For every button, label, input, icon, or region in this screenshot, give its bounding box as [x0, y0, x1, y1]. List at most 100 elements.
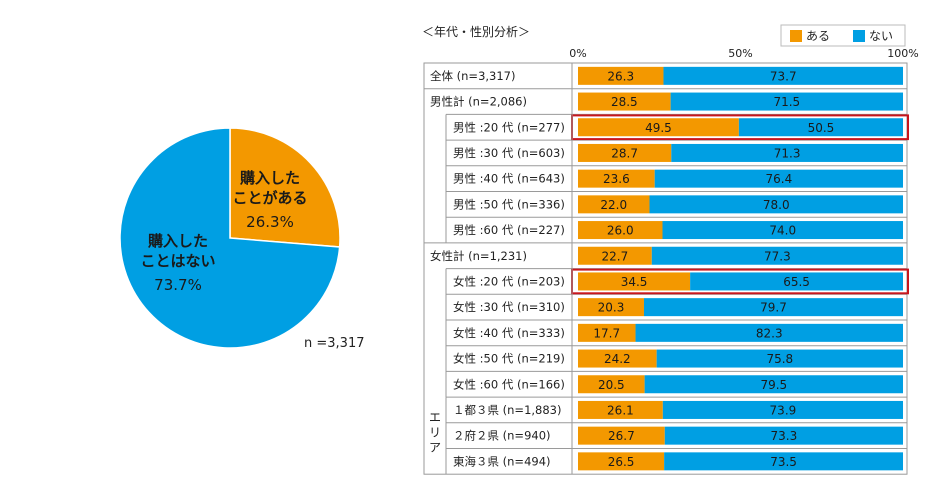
bar-value-nai: 71.3 [774, 146, 801, 160]
bar-nai [664, 426, 903, 445]
bar-value-aru: 24.2 [604, 352, 631, 366]
row-label: 女性 :60 代 (n=166) [453, 377, 565, 391]
legend: ある ない [780, 24, 906, 47]
bar-value-aru: 23.6 [603, 172, 630, 186]
bar-aru [578, 221, 663, 240]
pie-n-label: n =3,317 [304, 336, 364, 351]
bar-value-nai: 82.3 [756, 326, 783, 340]
row-label: 男性 :40 代 (n=643) [453, 172, 565, 186]
bar-nai [662, 400, 903, 419]
bar-value-nai: 73.5 [770, 455, 797, 469]
bar-value-nai: 71.5 [773, 95, 800, 109]
bar-value-aru: 22.0 [600, 198, 627, 212]
bar-nai [663, 66, 903, 85]
row-label: 全体 (n=3,317) [430, 69, 515, 83]
row-label: 女性 :20 代 (n=203) [453, 274, 565, 288]
bar-value-nai: 73.9 [770, 403, 797, 417]
bar-aru [578, 92, 671, 111]
bar-value-nai: 77.3 [764, 249, 791, 263]
bar-aru [578, 426, 665, 445]
bar-value-aru: 20.3 [598, 301, 625, 315]
row-label: 男性計 (n=2,086) [430, 95, 527, 109]
row-label: 東海３県 (n=494) [453, 454, 551, 468]
legend-box [780, 24, 906, 47]
bar-value-nai: 79.7 [760, 301, 787, 315]
bar-value-aru: 28.5 [611, 95, 638, 109]
pie-label-aru-line2: ことがある [232, 189, 307, 207]
bar-aru [578, 375, 645, 394]
bar-value-aru: 28.7 [611, 146, 638, 160]
bar-nai [644, 375, 903, 394]
pie-value-nai: 73.7% [154, 276, 202, 294]
bar-nai [651, 246, 903, 265]
bar-aru [578, 169, 655, 188]
bar-value-aru: 26.5 [608, 455, 635, 469]
bar-nai [670, 92, 903, 111]
bar-aru [578, 323, 636, 342]
bar-value-aru: 22.7 [602, 249, 629, 263]
bar-value-nai: 76.4 [765, 172, 792, 186]
row-label: 女性 :30 代 (n=310) [453, 300, 565, 314]
bar-aru [578, 66, 664, 85]
bar-nai [690, 272, 903, 291]
bar-value-aru: 26.1 [607, 403, 634, 417]
bar-aru [578, 400, 663, 419]
bar-nai [664, 452, 903, 471]
axis-tick-label: 50% [728, 47, 752, 60]
row-label: 女性 :40 代 (n=333) [453, 326, 565, 340]
legend-swatch-nai [853, 30, 865, 42]
area-group-label-char: エ [429, 411, 441, 425]
bar-value-nai: 73.3 [771, 429, 798, 443]
bar-nai [649, 195, 903, 214]
axis-tick-label: 0% [569, 47, 586, 60]
bar-aru [578, 195, 650, 214]
row-label: 男性 :30 代 (n=603) [453, 146, 565, 160]
bar-aru [578, 452, 665, 471]
bar-nai [654, 169, 903, 188]
bar-aru [578, 349, 657, 368]
row-label: １都３県 (n=1,883) [453, 403, 561, 417]
bar-nai [656, 349, 903, 368]
legend-swatch-aru [790, 30, 802, 42]
bar-aru [578, 118, 739, 137]
bar-value-nai: 50.5 [808, 121, 835, 135]
bar-aru [578, 143, 672, 162]
row-label: 女性 :50 代 (n=219) [453, 352, 565, 366]
row-label: 男性 :20 代 (n=277) [453, 120, 565, 134]
bar-value-nai: 75.8 [766, 352, 793, 366]
bar-chart-title: ＜年代・性別分析＞ [422, 25, 530, 39]
pie-label-nai-line1: 購入した [147, 232, 208, 250]
pie-label-aru-line1: 購入した [239, 169, 300, 187]
bar-value-nai: 65.5 [783, 275, 810, 289]
area-group-label-char: リ [429, 426, 441, 440]
bar-value-aru: 17.7 [593, 326, 620, 340]
bar-value-aru: 20.5 [598, 378, 625, 392]
bar-value-nai: 74.0 [769, 224, 796, 238]
bar-value-nai: 79.5 [760, 378, 787, 392]
bar-nai [643, 298, 903, 317]
bar-aru [578, 272, 691, 291]
bar-nai [738, 118, 903, 137]
legend-label-aru: ある [806, 29, 830, 43]
bar-value-nai: 78.0 [763, 198, 790, 212]
pie-label-nai-line2: ことはない [140, 252, 215, 270]
bar-nai [635, 323, 903, 342]
pie-slice-aru [229, 127, 341, 248]
legend-label-nai: ない [869, 29, 893, 43]
row-label: ２府２県 (n=940) [453, 429, 551, 443]
row-label: 女性計 (n=1,231) [430, 249, 527, 263]
row-label: 男性 :60 代 (n=227) [453, 223, 565, 237]
bar-value-aru: 26.7 [608, 429, 635, 443]
area-group-label-char: ア [429, 441, 441, 455]
pie-slice-nai [119, 127, 341, 349]
bar-value-aru: 26.0 [607, 224, 634, 238]
row-label: 男性 :50 代 (n=336) [453, 197, 565, 211]
pie-value-aru: 26.3% [246, 213, 294, 231]
bar-nai [671, 143, 903, 162]
bar-value-aru: 26.3 [607, 69, 634, 83]
bar-value-nai: 73.7 [770, 69, 797, 83]
bar-aru [578, 246, 652, 265]
axis-tick-label: 100% [887, 47, 918, 60]
